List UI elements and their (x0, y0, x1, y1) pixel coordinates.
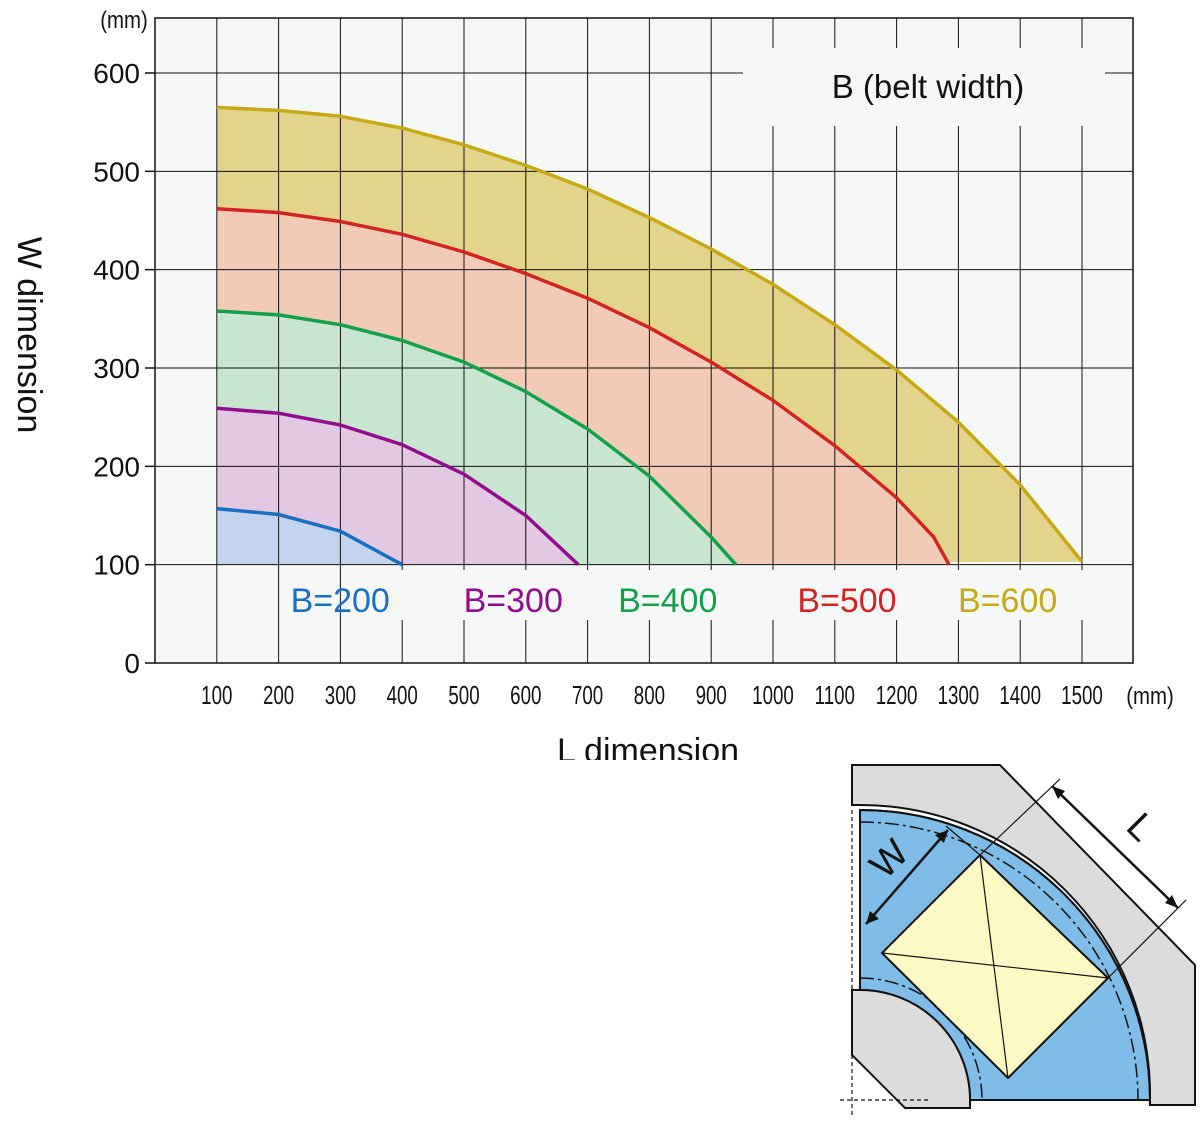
line-b-600 (216, 105, 1084, 563)
y-tick-500: 500 (93, 156, 140, 187)
w-dimension-line (865, 829, 949, 925)
series-labels: B=200 B=300 B=400 B=500 B=600 (291, 570, 1120, 620)
y-tick-400: 400 (93, 255, 140, 286)
x-tick-900: 900 (696, 680, 727, 710)
box-diagonal-1 (979, 854, 1009, 1079)
y-tick-200: 200 (93, 451, 140, 482)
line-b-200 (216, 506, 404, 567)
y-tick-600: 600 (93, 58, 140, 89)
series-label-b-600: B=600 (958, 582, 1057, 620)
line-b-300 (216, 406, 580, 566)
x-tick-200: 200 (263, 680, 294, 710)
x-unit-label: (mm) (1126, 682, 1174, 709)
x-tick-300: 300 (325, 680, 356, 710)
x-tick-800: 800 (634, 680, 665, 710)
x-tick-1200: 1200 (876, 680, 918, 710)
x-tick-500: 500 (448, 680, 479, 710)
series-label-band (358, 570, 1120, 620)
y-tick-labels: 0 100 200 300 400 500 600 (93, 58, 140, 679)
conveyor-curve-diagram: W L (840, 764, 1196, 1118)
inner-frame (851, 989, 971, 1109)
series-label-b-300: B=300 (464, 582, 563, 620)
y-unit-label: (mm) (100, 6, 148, 33)
y-axis-title: W dimension (10, 237, 48, 434)
y-tick-100: 100 (93, 550, 140, 581)
series-label-b-200: B=200 (291, 582, 390, 620)
legend-box (743, 48, 1105, 126)
legend-title: B (belt width) (832, 68, 1025, 105)
x-tick-1400: 1400 (999, 680, 1041, 710)
l-arrow-bottom (1165, 895, 1178, 908)
l-extension-line-1 (979, 778, 1061, 856)
series-label-b-400: B=400 (618, 582, 717, 620)
belt-outer-edge (859, 809, 1151, 1101)
x-tick-400: 400 (387, 680, 418, 710)
line-b-500 (216, 206, 951, 566)
series-lines (216, 105, 1084, 567)
w-arrow-bottom (866, 911, 879, 924)
l-dimension-label: L (1118, 805, 1163, 850)
x-axis-title: L dimension (557, 732, 739, 760)
x-tick-labels: 100 200 300 400 500 600 700 800 900 1000 1100 1200 1… (201, 680, 1103, 710)
l-extension-line-2 (1107, 899, 1187, 979)
line-b-400 (216, 309, 738, 566)
x-tick-600: 600 (510, 680, 541, 710)
x-tick-1100: 1100 (815, 680, 855, 710)
fill-b-200 (216, 508, 403, 565)
belt-center-dashed (859, 821, 1139, 1101)
chart: B (belt width) B=200 B=300 B=400 B=500 B=600… (10, 6, 1174, 760)
grid-lines (145, 18, 1133, 664)
x-tick-1000: 1000 (752, 680, 794, 710)
x-tick-700: 700 (572, 680, 603, 710)
y-tick-300: 300 (93, 353, 140, 384)
x-tick-1300: 1300 (938, 680, 980, 710)
box-diagonal-2 (881, 952, 1109, 979)
y-tick-0: 0 (124, 648, 140, 679)
l-dimension-line (1051, 785, 1179, 909)
x-tick-100: 100 (201, 680, 232, 710)
l-arrow-top (1052, 786, 1065, 799)
w-extension-line (945, 825, 981, 856)
x-tick-1500: 1500 (1061, 680, 1103, 710)
w-arrow-top (935, 830, 948, 843)
series-label-b-500: B=500 (797, 582, 896, 620)
